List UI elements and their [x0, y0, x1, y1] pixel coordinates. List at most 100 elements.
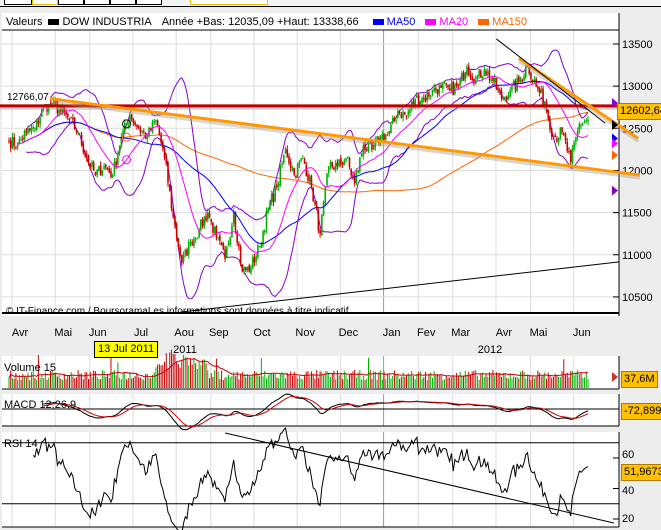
candle-body: [253, 256, 256, 263]
candle-body: [20, 139, 22, 141]
candle-body: [115, 161, 117, 166]
candle-body: [72, 117, 74, 120]
candle-body: [73, 117, 76, 130]
candle-body: [554, 135, 556, 138]
candle-body: [118, 146, 121, 154]
macd-title: MACD 12,26,9: [4, 399, 77, 411]
candle-body: [324, 186, 327, 204]
candle-body: [234, 211, 237, 231]
black-swatch-icon: [48, 19, 60, 26]
candle-body: [101, 170, 104, 175]
candle-body: [279, 165, 282, 186]
candle-body: [163, 147, 166, 158]
candle-body: [435, 88, 437, 91]
candle-body: [552, 135, 555, 137]
candle-body: [117, 153, 119, 165]
macd-panel: [2, 394, 619, 426]
candle-body: [269, 202, 271, 209]
candle-body: [556, 138, 558, 141]
candle-body: [497, 89, 499, 91]
legend-ma150[interactable]: MA150: [478, 16, 527, 28]
candle-body: [331, 162, 334, 168]
volume-marker-triangle-icon: [612, 372, 618, 382]
candle-body: [486, 71, 489, 75]
candle-body: [244, 267, 247, 271]
toolbar-button[interactable]: [32, 0, 58, 5]
toolbar-button[interactable]: [190, 0, 268, 5]
candle-body: [96, 169, 98, 176]
cursor-marker-icon: [122, 119, 132, 129]
candle-body: [191, 241, 194, 246]
candle-body: [251, 258, 254, 269]
toolbar-button[interactable]: [136, 0, 162, 5]
candle-body: [239, 246, 242, 264]
candle-body: [445, 83, 448, 85]
candle-body: [341, 163, 344, 165]
candle-body: [582, 123, 584, 125]
candle-body: [505, 97, 508, 100]
candle-body: [206, 212, 209, 220]
toolbar-button[interactable]: [84, 0, 110, 5]
last-price-box: 12602,64: [617, 103, 661, 120]
candle-body: [243, 267, 245, 271]
candle-body: [303, 159, 306, 164]
candle-body: [461, 73, 463, 81]
candle-body: [568, 151, 570, 153]
legend-ma20[interactable]: MA20: [425, 16, 468, 28]
candle-body: [533, 79, 536, 81]
toolbar-button[interactable]: [58, 0, 84, 5]
month-label: Aou: [174, 327, 194, 339]
candle-body: [308, 175, 311, 182]
candle-body: [168, 184, 171, 191]
toolbar-button[interactable]: [110, 0, 136, 5]
year-label: 2012: [478, 344, 502, 356]
candle-body: [270, 194, 273, 203]
candle-body: [547, 109, 550, 120]
candle-body: [442, 83, 444, 89]
price-tick-label: 13500: [622, 39, 653, 51]
candle-body: [471, 76, 473, 80]
rsi-line: [32, 426, 589, 530]
candle-body: [28, 128, 31, 131]
legend-ma50[interactable]: MA50: [372, 16, 415, 28]
candle-body: [257, 245, 259, 258]
candle-body: [336, 162, 339, 167]
candle-body: [51, 103, 54, 106]
candle-body: [317, 211, 320, 231]
candle-body: [200, 219, 202, 231]
month-label: Mai: [530, 327, 548, 339]
candle-body: [205, 216, 207, 221]
candle-body: [419, 101, 422, 105]
candle-body: [314, 202, 316, 204]
candle-body: [518, 76, 520, 82]
candle-body: [367, 141, 370, 151]
candle-body: [139, 127, 142, 133]
candle-body: [448, 88, 451, 91]
candle-body: [155, 119, 157, 122]
candle-body: [162, 141, 164, 148]
candle-body: [232, 212, 235, 224]
candle-body: [476, 75, 479, 79]
candle-body: [156, 120, 159, 126]
candle-body: [523, 75, 525, 81]
candle-body: [111, 174, 114, 178]
candle-body: [179, 246, 181, 256]
toolbar-button[interactable]: [4, 0, 32, 5]
candle-body: [493, 77, 496, 83]
candle-body: [125, 123, 128, 125]
candle-body: [146, 136, 149, 140]
candle-body: [194, 239, 197, 241]
candle-body: [443, 83, 446, 85]
candle-body: [338, 159, 340, 167]
candle-body: [30, 127, 33, 132]
candle-body: [400, 114, 403, 118]
candle-body: [137, 125, 140, 129]
candle-body: [132, 119, 135, 124]
candle-body: [129, 115, 131, 124]
candle-body: [326, 173, 328, 185]
candle-body: [319, 230, 321, 234]
candle-body: [103, 166, 105, 170]
candle-body: [143, 130, 145, 132]
candle-body: [84, 151, 86, 156]
